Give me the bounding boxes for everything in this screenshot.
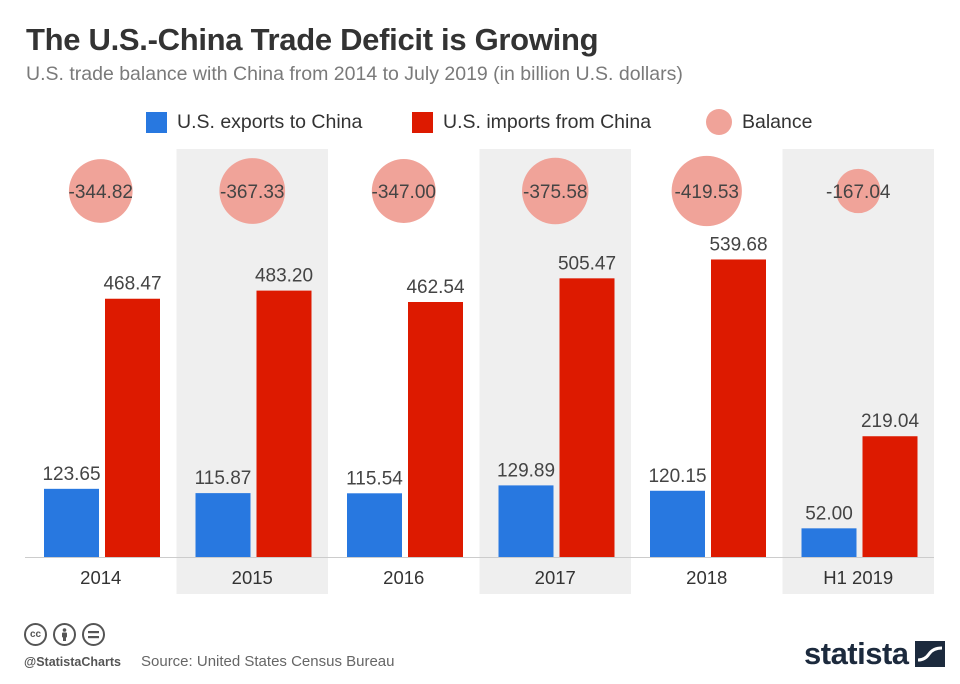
legend-item-balance: Balance [706, 109, 812, 135]
bar-exports [347, 493, 402, 557]
bar-imports [105, 298, 160, 557]
x-tick-label: 2017 [535, 567, 576, 588]
data-label-imports: 219.04 [861, 411, 920, 432]
data-label-exports: 52.00 [805, 503, 853, 524]
bar-imports [256, 290, 312, 557]
legend-label-balance: Balance [742, 110, 813, 133]
data-label-balance: -375.58 [523, 182, 587, 203]
chart-title: The U.S.-China Trade Deficit is Growing [26, 22, 599, 57]
source-note: Source: United States Census Bureau [141, 653, 395, 670]
balance-bubble [836, 168, 881, 214]
balance-bubble [68, 159, 133, 223]
bar-imports [559, 278, 615, 557]
legend-swatch-exports [146, 112, 167, 133]
data-label-imports: 505.47 [558, 253, 616, 274]
bar-exports [44, 488, 99, 557]
x-tick-label: 2014 [80, 567, 121, 588]
legend-label-imports: U.S. imports from China [443, 111, 652, 133]
x-tick-label: 2015 [232, 567, 273, 588]
data-label-imports: 462.54 [406, 277, 465, 298]
balance-bubble [371, 159, 436, 223]
data-label-balance: -167.04 [826, 182, 891, 203]
legend-item-imports: U.S. imports from China [412, 111, 651, 134]
bar-exports [650, 490, 705, 557]
statista-logo: statista [804, 636, 945, 672]
bar-exports [498, 485, 554, 557]
no-derivatives-icon [82, 623, 105, 646]
cc-icon: cc [24, 623, 47, 646]
x-tick-label: 2016 [383, 567, 424, 588]
statista-logo-icon [914, 641, 945, 667]
bar-exports [195, 493, 251, 557]
bar-imports [408, 302, 463, 557]
attribution-icon [53, 623, 76, 646]
bar-exports [801, 528, 857, 557]
data-label-imports: 483.20 [255, 266, 313, 287]
data-label-balance: -347.00 [372, 182, 436, 203]
twitter-handle: @StatistaCharts [24, 655, 121, 669]
license-icons: cc [24, 623, 105, 646]
legend-swatch-imports [412, 112, 433, 133]
data-label-imports: 468.47 [103, 274, 161, 295]
data-label-exports: 123.65 [42, 464, 100, 485]
legend-label-exports: U.S. exports to China [177, 111, 363, 133]
legend-item-exports: U.S. exports to China [146, 111, 362, 134]
bar-imports [862, 436, 918, 557]
balance-bubble [219, 158, 286, 224]
data-label-imports: 539.68 [709, 234, 767, 255]
legend-swatch-balance [706, 109, 732, 135]
data-label-exports: 129.89 [497, 460, 555, 481]
balance-bubble [671, 155, 742, 227]
data-label-balance: -367.33 [220, 182, 284, 203]
legend: U.S. exports to China U.S. imports from … [0, 109, 960, 137]
balance-bubble [522, 157, 589, 225]
data-label-balance: -344.82 [69, 182, 133, 203]
data-label-exports: 115.87 [195, 468, 252, 489]
x-tick-label: H1 2019 [823, 567, 893, 588]
statista-logo-text: statista [804, 636, 909, 671]
chart-subtitle: U.S. trade balance with China from 2014 … [26, 63, 683, 85]
bar-imports [711, 259, 766, 557]
data-label-balance: -419.53 [675, 182, 739, 203]
data-label-exports: 115.54 [346, 468, 403, 489]
data-label-exports: 120.15 [648, 466, 706, 487]
x-tick-label: 2018 [686, 567, 727, 588]
